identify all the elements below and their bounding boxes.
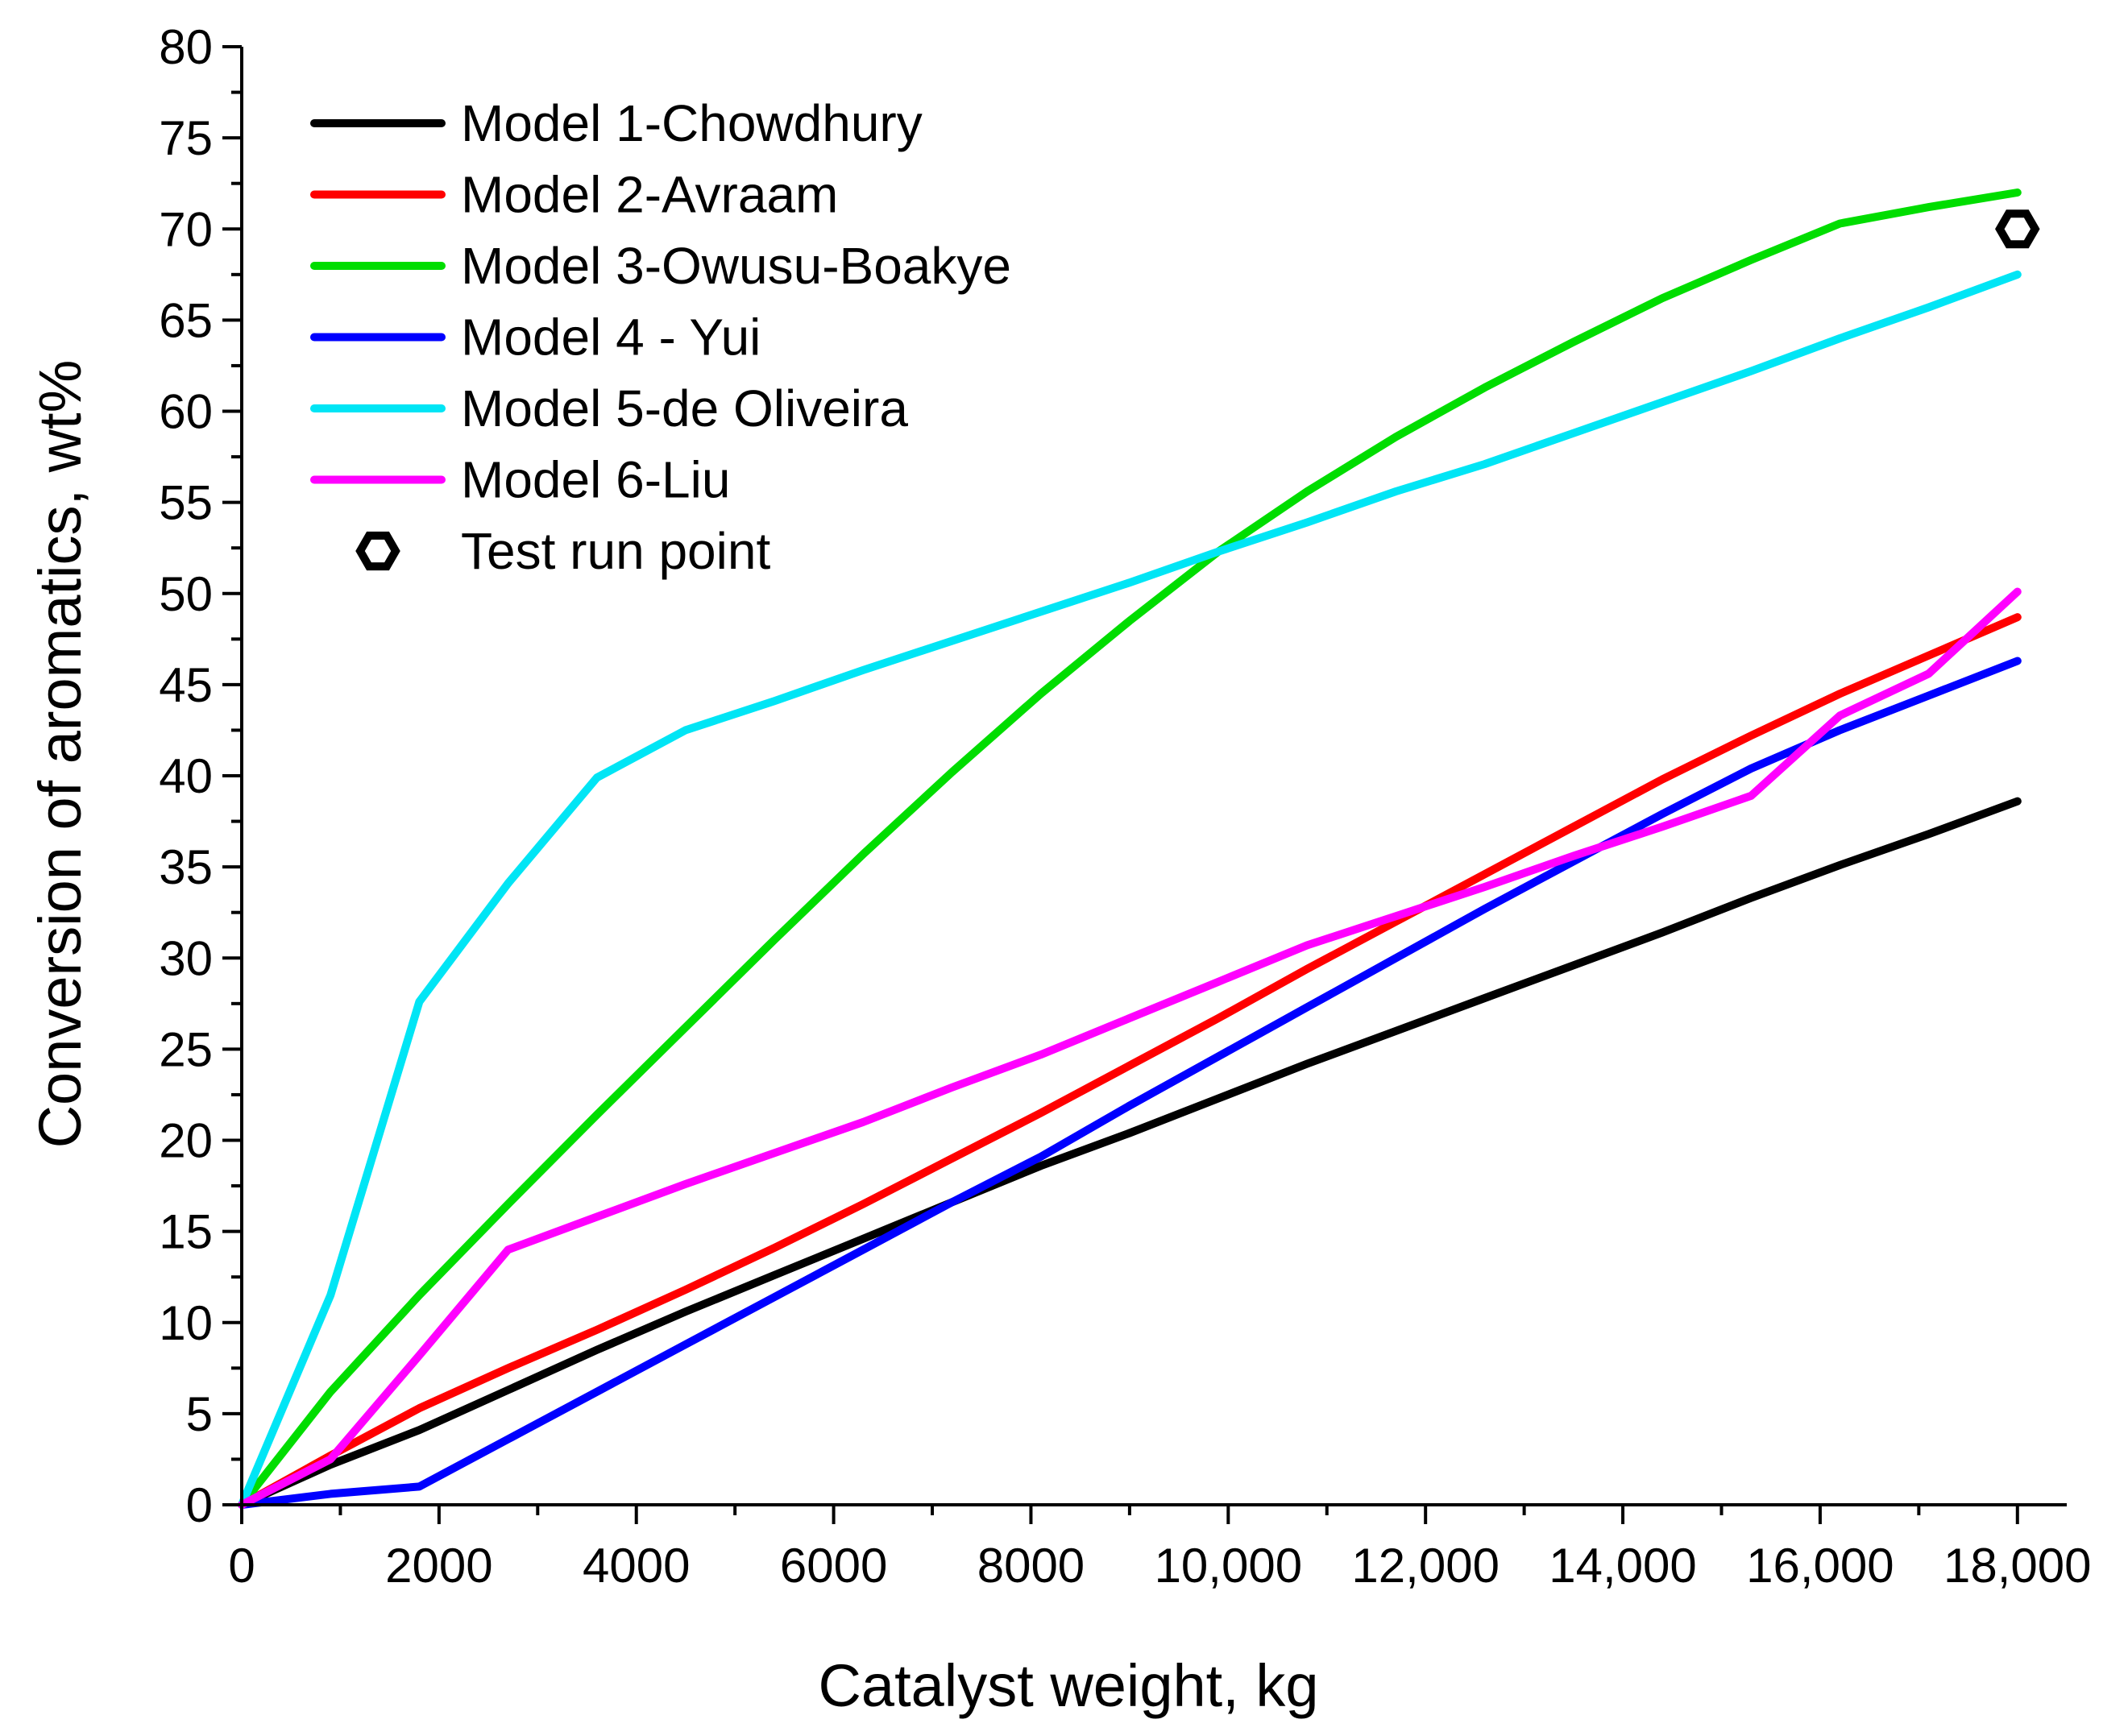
series-line-4 [238, 657, 2022, 1509]
y-tick-label: 80 [159, 20, 213, 74]
y-tick-label: 50 [159, 567, 213, 621]
y-tick-label: 25 [159, 1022, 213, 1076]
y-tick-label: 45 [159, 658, 213, 712]
y-tick-label: 70 [159, 202, 213, 256]
y-tick-label: 60 [159, 385, 213, 439]
y-tick-label: 15 [159, 1205, 213, 1259]
legend-label-3: Model 3-Owusu-Boakye [461, 237, 1011, 295]
x-tick-label: 18,000 [1943, 1539, 2092, 1593]
y-tick-label: 10 [159, 1296, 213, 1350]
x-axis-ticks: 0 2000 4000 6000 8000 10,000 12,000 14,000 16,00… [228, 1505, 2092, 1593]
y-tick-label: 20 [159, 1114, 213, 1168]
x-tick-label: 10,000 [1155, 1539, 1303, 1593]
y-tick-label: 5 [186, 1387, 213, 1441]
x-tick-label: 4000 [583, 1539, 690, 1593]
y-tick-label: 75 [159, 111, 213, 165]
series-line-3 [238, 189, 2022, 1509]
plot-area [238, 189, 2040, 1509]
legend-label-5: Model 5-de Oliveira [461, 379, 908, 437]
series-line-6 [238, 587, 2022, 1509]
x-tick-label: 12,000 [1351, 1539, 1500, 1593]
legend-test-point-icon [355, 531, 400, 571]
y-tick-label: 30 [159, 931, 213, 985]
x-tick-label: 16,000 [1746, 1539, 1894, 1593]
legend: Model 1-Chowdhury Model 2-Avraam Model 3-O… [310, 94, 1011, 580]
legend-label-4: Model 4 - Yui [461, 309, 761, 367]
x-tick-label: 2000 [385, 1539, 492, 1593]
x-tick-label: 8000 [977, 1539, 1085, 1593]
y-tick-label: 65 [159, 293, 213, 347]
y-axis-title: Conversion of aromatics, wt% [27, 360, 93, 1149]
series-line-1 [238, 797, 2022, 1509]
y-axis-ticks: 0 5 10 15 20 25 30 35 40 45 50 55 60 65 70 75 80 [159, 20, 242, 1532]
series-line-2 [238, 613, 2022, 1509]
legend-label-2: Model 2-Avraam [461, 166, 838, 224]
axes: 0 5 10 15 20 25 30 35 40 45 50 55 60 65 70 75 80 0 2000 40… [159, 20, 2091, 1593]
x-tick-label: 14,000 [1549, 1539, 1697, 1593]
x-tick-label: 0 [228, 1539, 255, 1593]
legend-label-6: Model 6-Liu [461, 451, 730, 509]
series-line-5 [238, 270, 2022, 1509]
y-tick-label: 40 [159, 749, 213, 803]
y-tick-label: 35 [159, 840, 213, 894]
legend-label-1: Model 1-Chowdhury [461, 94, 923, 152]
test-run-point-marker [1995, 209, 2040, 249]
y-tick-label: 0 [186, 1478, 213, 1532]
x-axis-title: Catalyst weight, kg [818, 1652, 1318, 1719]
legend-label-test-point: Test run point [461, 522, 770, 580]
x-tick-label: 6000 [780, 1539, 887, 1593]
y-tick-label: 55 [159, 476, 213, 530]
